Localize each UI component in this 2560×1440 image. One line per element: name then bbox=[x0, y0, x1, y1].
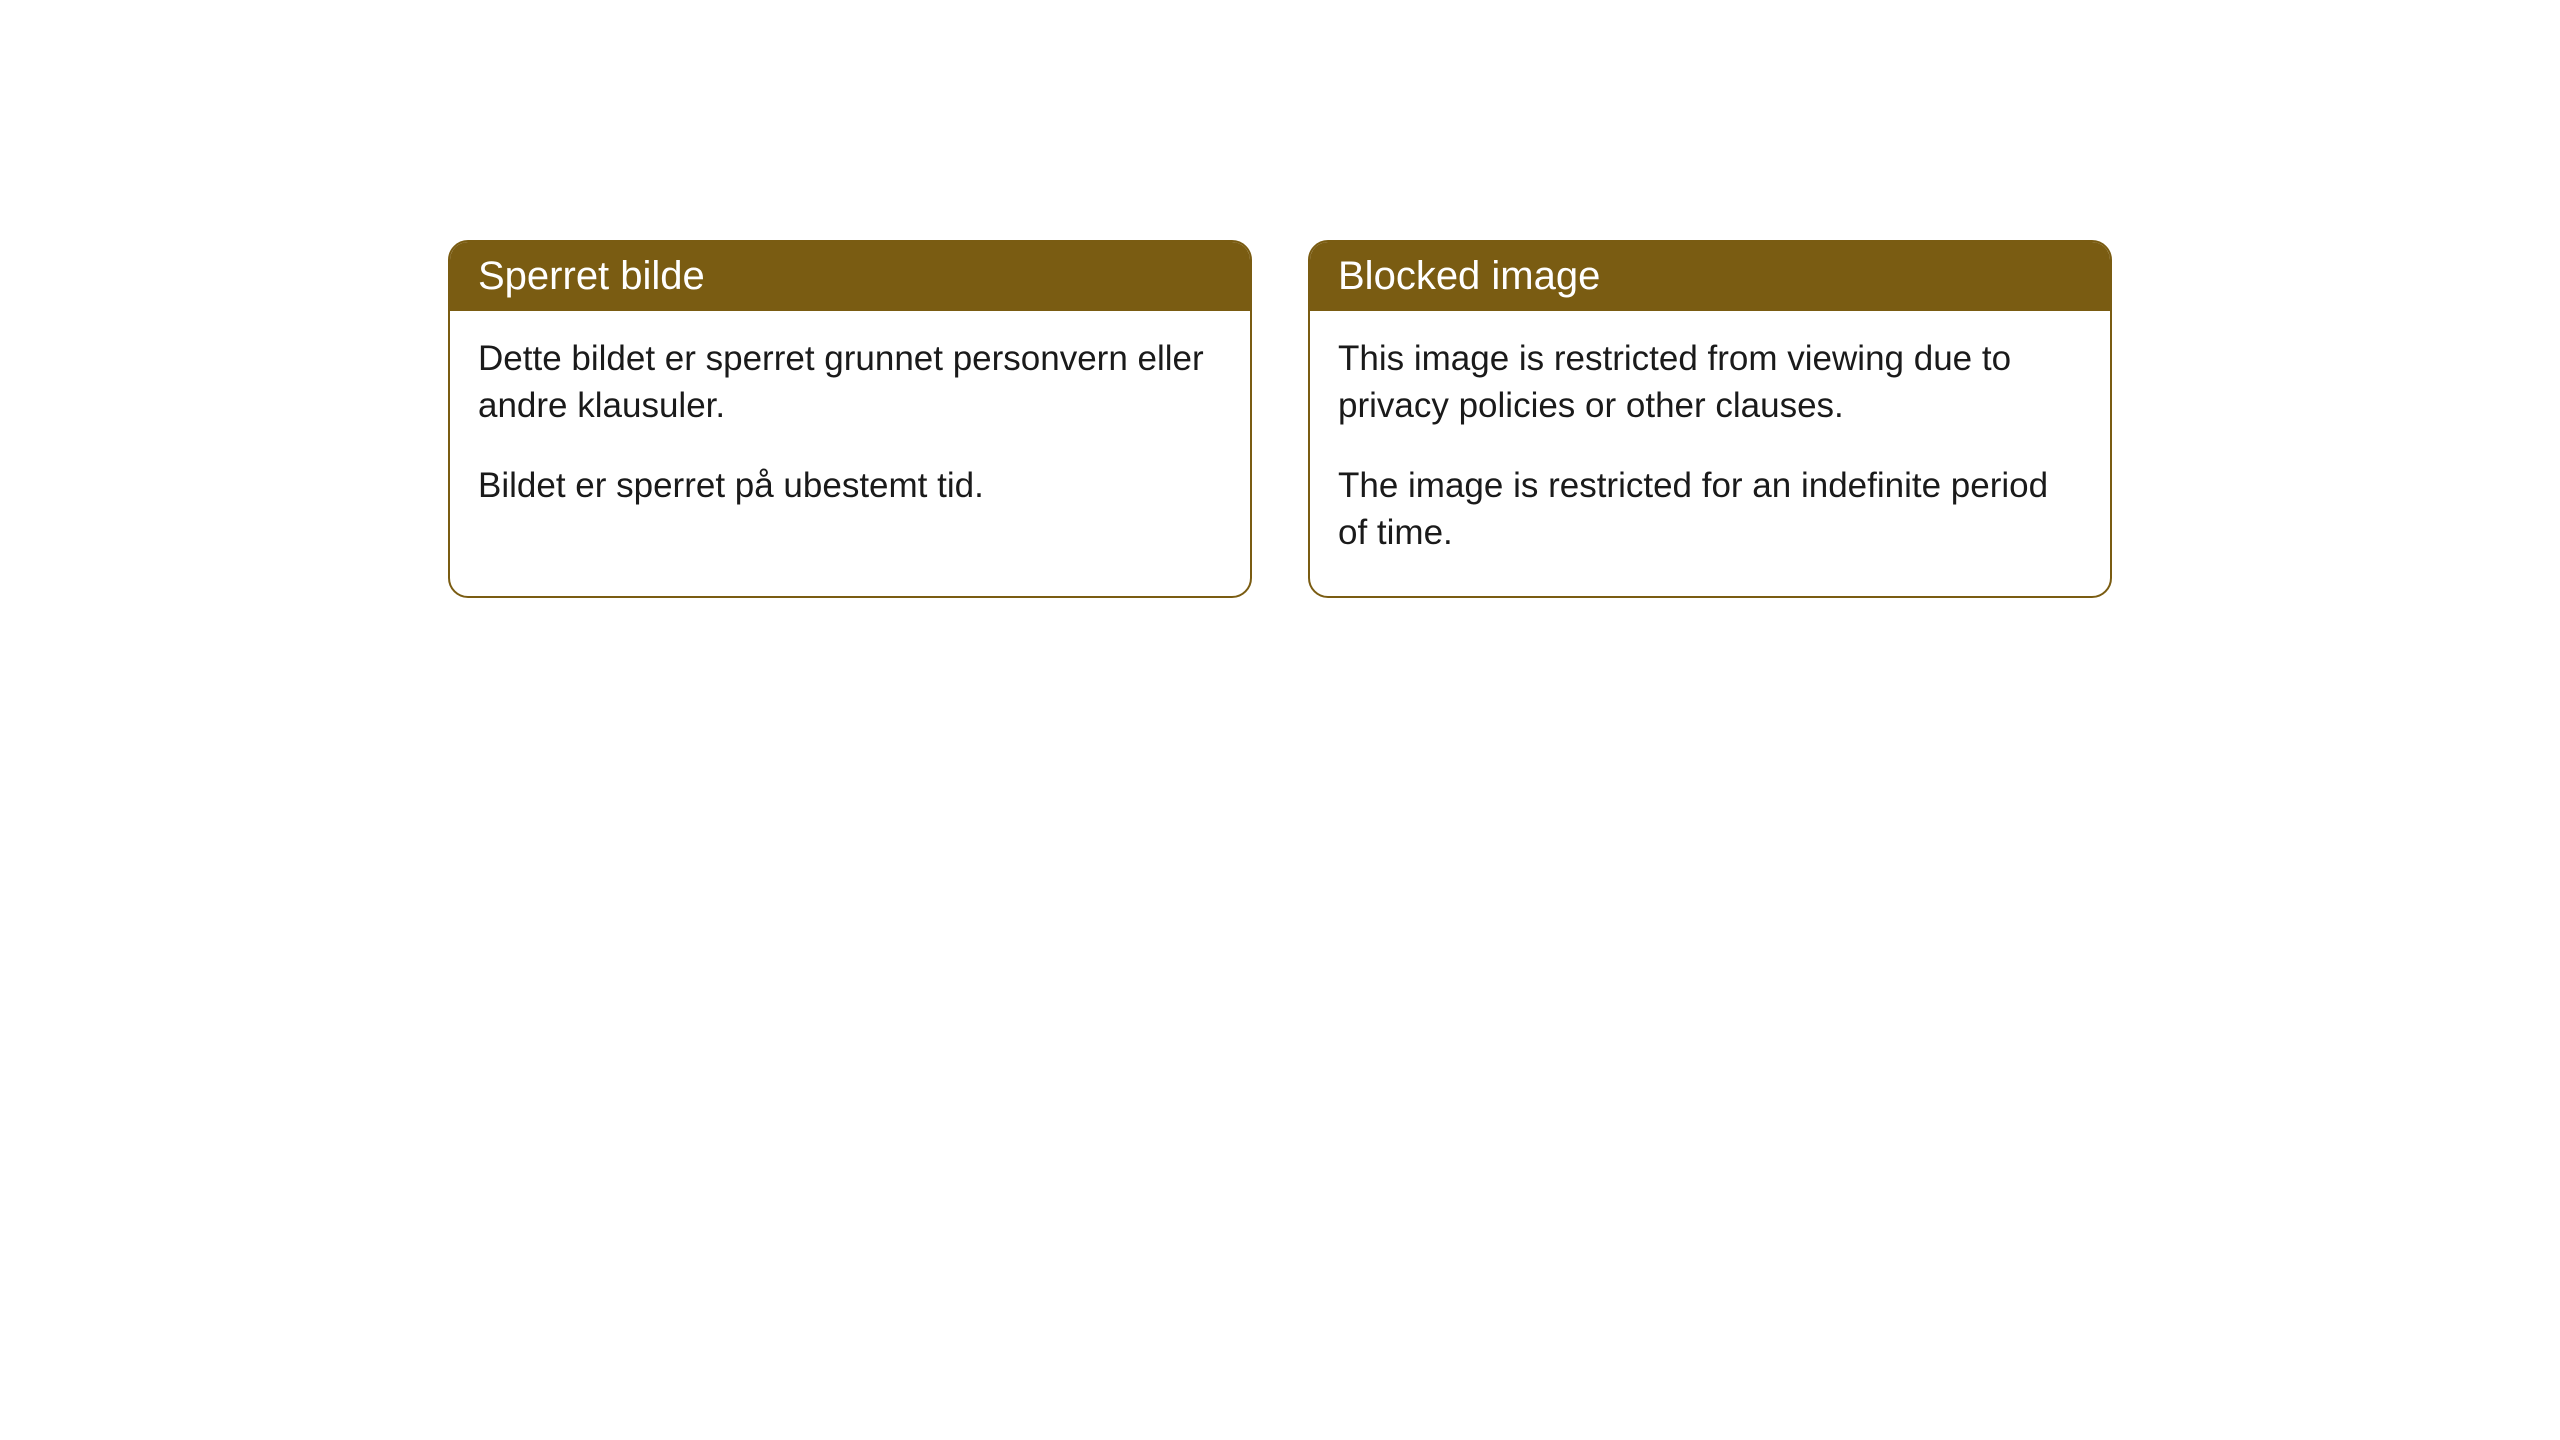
blocked-image-card-norwegian: Sperret bilde Dette bildet er sperret gr… bbox=[448, 240, 1252, 598]
card-body-english: This image is restricted from viewing du… bbox=[1310, 311, 2110, 596]
notice-cards-container: Sperret bilde Dette bildet er sperret gr… bbox=[0, 0, 2560, 598]
card-header-norwegian: Sperret bilde bbox=[450, 242, 1250, 311]
card-paragraph-2: The image is restricted for an indefinit… bbox=[1338, 462, 2082, 557]
card-body-norwegian: Dette bildet er sperret grunnet personve… bbox=[450, 311, 1250, 549]
card-paragraph-1: This image is restricted from viewing du… bbox=[1338, 335, 2082, 430]
blocked-image-card-english: Blocked image This image is restricted f… bbox=[1308, 240, 2112, 598]
card-header-english: Blocked image bbox=[1310, 242, 2110, 311]
card-title: Sperret bilde bbox=[478, 254, 705, 298]
card-title: Blocked image bbox=[1338, 254, 1600, 298]
card-paragraph-2: Bildet er sperret på ubestemt tid. bbox=[478, 462, 1222, 509]
card-paragraph-1: Dette bildet er sperret grunnet personve… bbox=[478, 335, 1222, 430]
